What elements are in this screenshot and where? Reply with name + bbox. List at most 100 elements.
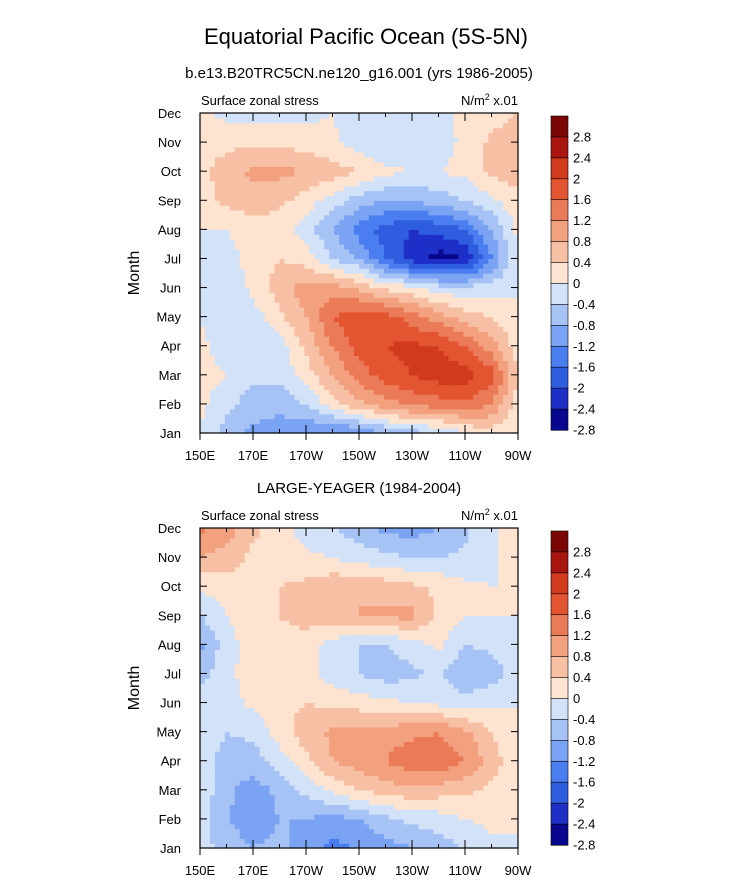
field-cell	[259, 828, 266, 835]
field-cell	[428, 161, 435, 167]
field-cell	[284, 146, 291, 153]
field-cell	[443, 273, 450, 279]
field-cell	[398, 234, 405, 240]
field-cell	[269, 268, 276, 274]
field-cell	[438, 287, 445, 293]
field-cell	[204, 209, 211, 216]
field-cell	[254, 403, 261, 410]
field-cell	[478, 799, 484, 805]
field-cell	[423, 394, 430, 400]
field-cell	[249, 277, 256, 284]
field-cell	[229, 804, 236, 810]
field-cell	[279, 814, 286, 820]
field-cell	[493, 292, 499, 298]
field-cell	[493, 360, 499, 366]
field-cell	[349, 243, 355, 250]
field-cell	[383, 277, 390, 284]
field-cell	[403, 176, 410, 182]
field-cell	[274, 151, 281, 158]
field-cell	[488, 331, 494, 337]
field-cell	[249, 180, 256, 187]
field-cell	[393, 195, 400, 201]
y-tick-label: Mar	[159, 368, 182, 383]
field-cell	[373, 413, 380, 420]
field-cell	[508, 146, 514, 153]
field-cell	[264, 355, 271, 361]
field-cell	[443, 282, 450, 289]
field-cell	[428, 200, 435, 206]
field-cell	[423, 828, 430, 835]
field-cell	[329, 277, 335, 284]
field-cell	[339, 331, 345, 337]
field-cell	[200, 365, 206, 371]
field-cell	[239, 311, 246, 318]
field-cell	[438, 360, 445, 366]
field-cell	[259, 321, 266, 327]
field-cell	[254, 253, 261, 260]
field-cell	[433, 823, 440, 830]
field-cell	[354, 273, 360, 279]
field-cell	[329, 214, 335, 221]
field-cell	[339, 828, 345, 835]
field-cell	[378, 379, 385, 386]
field-cell	[244, 273, 251, 279]
field-cell	[279, 127, 286, 133]
field-cell	[498, 122, 504, 129]
field-cell	[264, 219, 271, 226]
field-cell	[249, 833, 256, 839]
field-cell	[503, 818, 509, 825]
field-cell	[473, 171, 479, 177]
field-cell	[349, 132, 355, 138]
field-cell	[423, 809, 430, 815]
field-cell	[493, 117, 499, 124]
field-cell	[359, 799, 365, 805]
field-cell	[493, 190, 499, 197]
field-cell	[488, 273, 494, 279]
field-cell	[259, 117, 266, 124]
field-cell	[319, 214, 325, 221]
field-cell	[304, 229, 310, 235]
field-cell	[200, 428, 206, 434]
field-cell	[224, 828, 231, 835]
field-cell	[428, 268, 435, 274]
field-cell	[398, 185, 405, 192]
field-cell	[423, 838, 430, 844]
field-cell	[309, 350, 315, 357]
field-cell	[334, 146, 340, 153]
field-cell	[473, 340, 479, 347]
field-cell	[508, 365, 514, 371]
field-cell	[433, 117, 440, 124]
field-cell	[329, 384, 335, 390]
field-cell	[334, 166, 340, 172]
colorbar-swatch	[550, 199, 569, 222]
field-cell	[229, 413, 236, 420]
field-cell	[289, 321, 296, 327]
field-cell	[398, 214, 405, 221]
field-cell	[443, 799, 450, 805]
field-cell	[359, 394, 365, 400]
field-cell	[433, 253, 440, 260]
field-cell	[433, 804, 440, 810]
field-cell	[324, 302, 330, 308]
field-cell	[349, 166, 355, 172]
field-cell	[264, 369, 271, 376]
field-cell	[373, 122, 380, 129]
field-cell	[408, 161, 415, 167]
field-cell	[244, 833, 251, 839]
field-cell	[339, 316, 345, 323]
field-cell	[314, 190, 320, 197]
field-cell	[383, 219, 390, 226]
field-cell	[388, 306, 395, 313]
field-cell	[294, 234, 300, 240]
field-cell	[254, 117, 261, 124]
field-cell	[204, 146, 211, 153]
field-cell	[349, 408, 355, 415]
field-cell	[388, 171, 395, 177]
field-cell	[458, 248, 464, 255]
field-cell	[274, 828, 281, 835]
field-cell	[458, 360, 464, 366]
field-cell	[269, 132, 276, 138]
field-cell	[413, 345, 420, 352]
field-cell	[299, 195, 305, 201]
field-cell	[463, 156, 469, 163]
